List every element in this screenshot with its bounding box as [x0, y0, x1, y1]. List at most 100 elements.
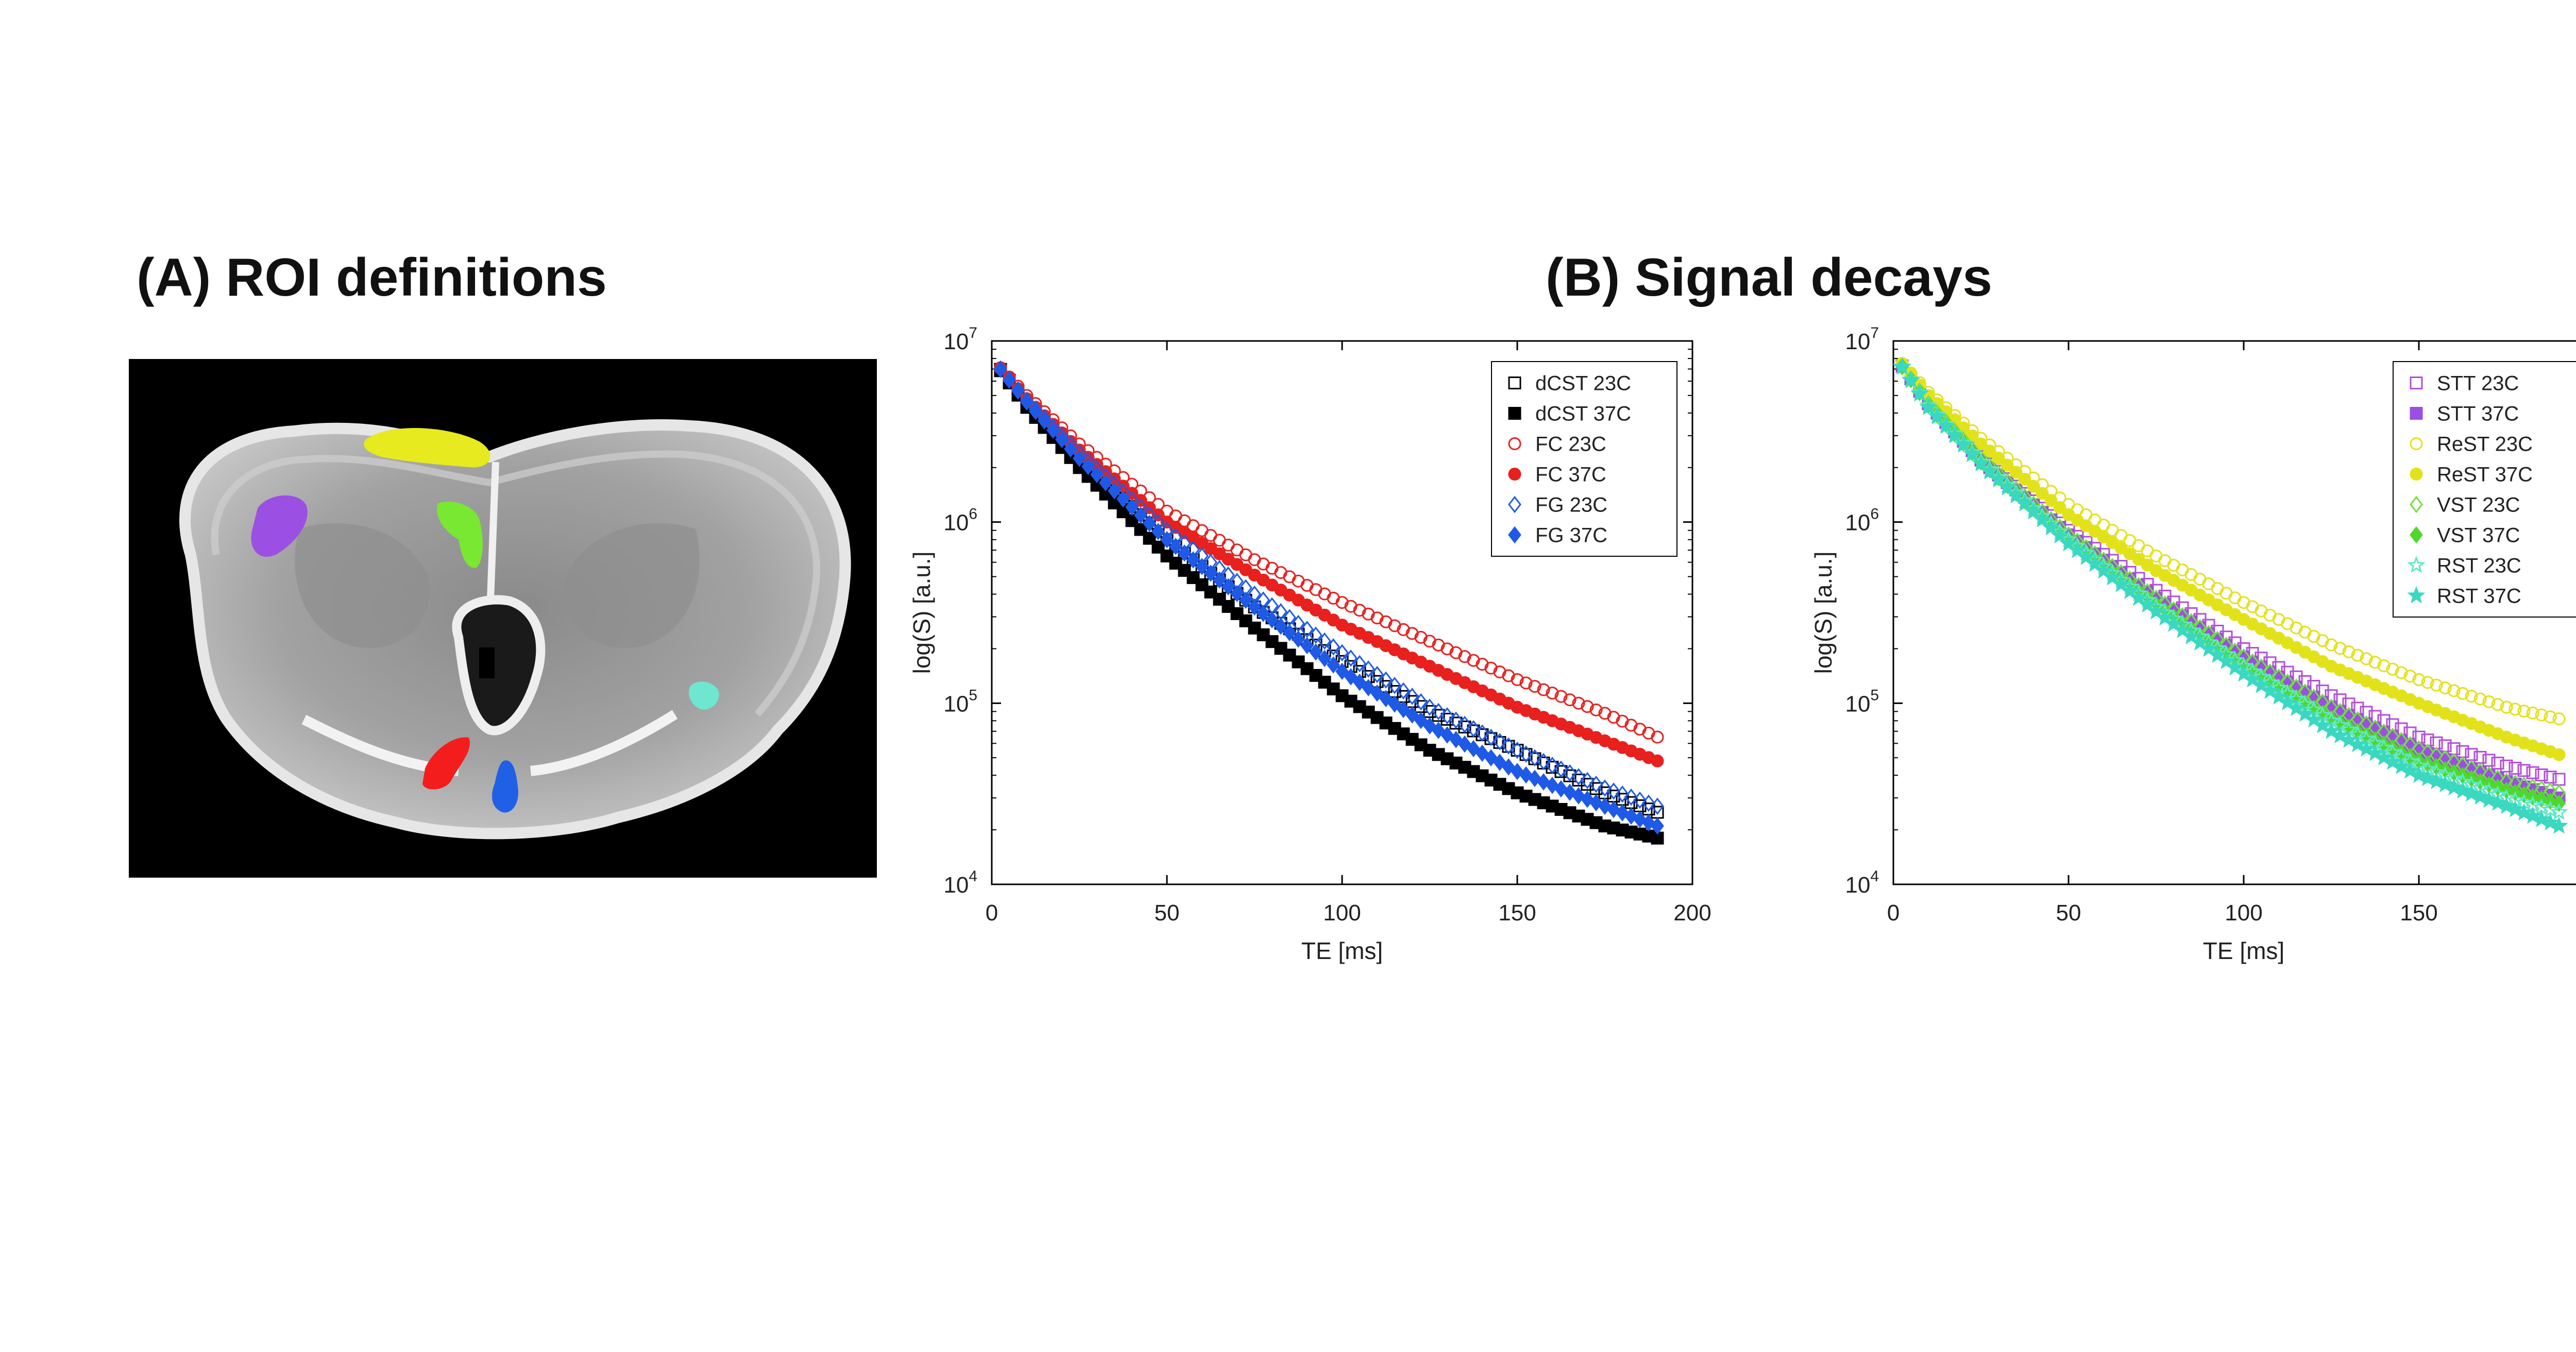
data-point	[1344, 649, 1358, 667]
data-point	[1589, 775, 1603, 793]
legend-marker	[2410, 376, 2423, 389]
data-point	[1651, 797, 1664, 815]
data-point	[1099, 474, 1112, 491]
data-point	[2456, 687, 2469, 700]
data-point	[2447, 684, 2461, 697]
x-tick-label: 150	[1498, 900, 1536, 926]
data-point	[1598, 779, 1612, 797]
data-point	[1388, 695, 1401, 713]
legend-marker	[1508, 526, 1521, 544]
data-point	[2269, 687, 2288, 705]
data-point	[1572, 787, 1585, 805]
x-tick-label: 150	[2400, 900, 2437, 926]
x-tick-label: 100	[2225, 900, 2262, 926]
data-point	[1257, 605, 1270, 622]
data-point	[1064, 440, 1077, 458]
data-point	[2009, 466, 2023, 479]
data-point	[1318, 632, 1331, 650]
data-point	[2550, 802, 2568, 820]
data-point	[2068, 541, 2087, 558]
data-point	[2024, 502, 2043, 520]
data-point	[2535, 708, 2548, 722]
data-point	[2036, 487, 2049, 500]
mri-brain-slice-image	[129, 359, 877, 878]
x-tick-label: 0	[1887, 900, 1900, 926]
data-point	[1554, 690, 1568, 703]
data-point	[2333, 642, 2347, 655]
data-point	[1335, 644, 1349, 662]
data-point	[1519, 676, 1533, 690]
data-point	[1537, 683, 1550, 696]
data-point	[1581, 772, 1594, 790]
data-point	[1213, 571, 1226, 589]
data-point	[1318, 649, 1331, 668]
data-point	[2462, 784, 2481, 802]
data-point	[1476, 724, 1489, 742]
data-point	[2191, 633, 2209, 651]
data-point	[2164, 614, 2183, 632]
data-point	[2261, 681, 2279, 699]
legend-label: STT 23C	[2437, 372, 2519, 395]
data-point	[1309, 643, 1323, 661]
data-point	[1502, 737, 1515, 755]
legend-box	[2393, 361, 2576, 618]
data-point	[1458, 715, 1471, 733]
data-point	[1222, 578, 1235, 595]
data-point	[2526, 706, 2539, 720]
data-point	[1055, 431, 1069, 449]
data-point	[1651, 817, 1664, 835]
legend-label: RST 23C	[2437, 555, 2521, 577]
data-point	[1624, 807, 1638, 825]
data-point	[1449, 716, 1463, 730]
data-point	[2395, 722, 2408, 735]
data-point	[2015, 494, 2034, 511]
data-point	[2377, 714, 2391, 727]
data-point	[2500, 700, 2513, 714]
x-tick-label: 200	[2575, 900, 2576, 926]
data-point	[1919, 398, 1938, 415]
data-point	[1476, 744, 1489, 762]
legend-marker	[2407, 556, 2426, 573]
data-point	[1563, 764, 1577, 782]
y-axis-label: log(S) [a.u.]	[908, 552, 935, 674]
data-point	[1992, 451, 2005, 465]
data-point	[1327, 656, 1340, 674]
legend: STT 23C STT 37C ReST 23C ReST 37C VST 23C VST…	[2393, 361, 2576, 618]
data-point	[2287, 698, 2306, 716]
legend-marker	[1508, 407, 1521, 420]
data-point	[1572, 768, 1585, 785]
data-point	[1484, 728, 1498, 746]
data-point	[1379, 690, 1393, 708]
data-point	[1187, 551, 1200, 569]
data-point	[1292, 630, 1305, 648]
data-point	[2491, 698, 2504, 711]
data-point	[1642, 794, 1655, 812]
data-point	[1108, 482, 1121, 500]
data-point	[2395, 666, 2408, 679]
data-point	[2497, 796, 2516, 814]
data-point	[1572, 696, 1585, 710]
data-point	[2001, 458, 2014, 472]
y-tick-label: 107	[943, 324, 977, 354]
data-point	[1432, 703, 1445, 721]
signal-decay-chart-right: 0 50 100 150 200 104 105 106 107 TE [ms] log(S) [a…	[1810, 324, 2576, 964]
data-point	[2500, 759, 2513, 773]
data-point	[1624, 788, 1638, 806]
data-point	[1309, 626, 1323, 644]
data-point	[2094, 561, 2113, 579]
data-point	[2410, 765, 2428, 783]
legend-label: VST 37C	[2437, 524, 2520, 547]
y-tick-label: 105	[1845, 687, 1879, 716]
cortex-rim	[211, 450, 821, 717]
data-point	[1327, 638, 1340, 656]
data-point	[1554, 760, 1568, 778]
data-point	[2427, 772, 2446, 790]
data-point	[2243, 670, 2262, 688]
x-axis-label: TE [ms]	[2203, 937, 2284, 964]
data-point	[1519, 745, 1533, 763]
data-point	[2491, 757, 2504, 770]
data-point	[2226, 658, 2244, 676]
data-point	[1607, 800, 1620, 818]
data-point	[1274, 618, 1287, 635]
legend-marker	[2410, 495, 2423, 514]
